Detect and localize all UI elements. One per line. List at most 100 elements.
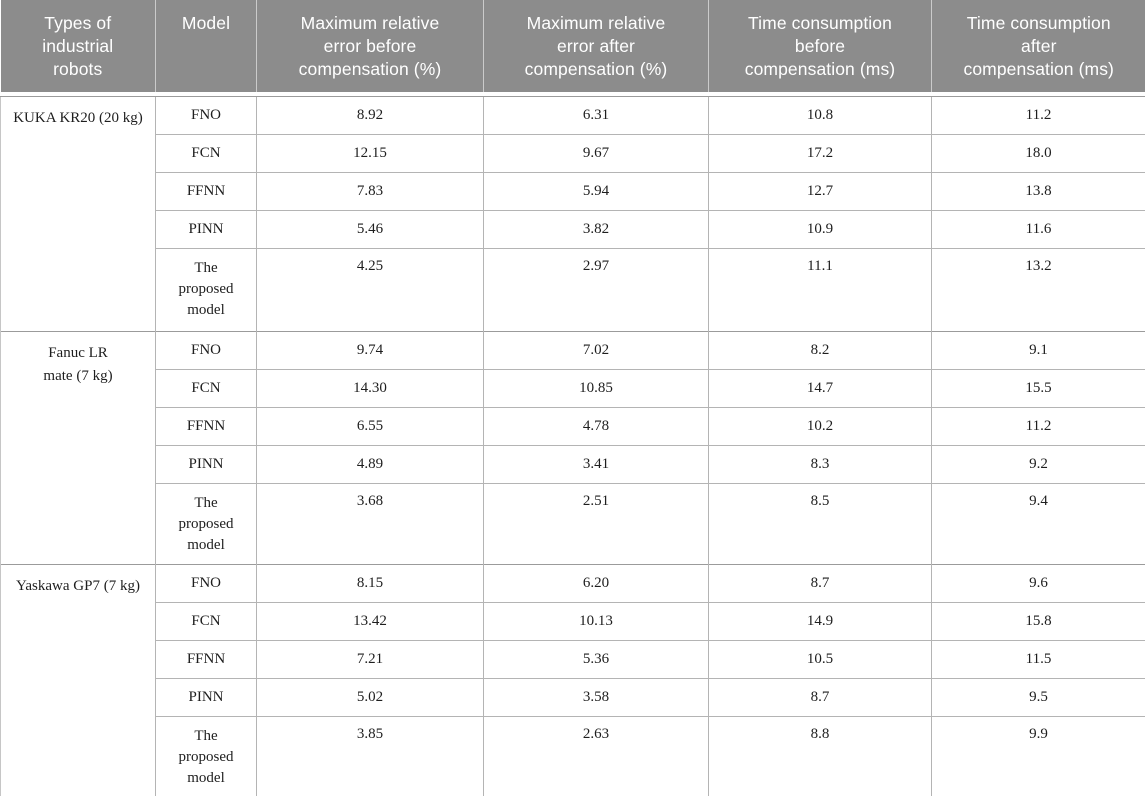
value-cell: 15.8 [931,601,1145,640]
header-body-gap [0,92,1145,96]
value-cell: 14.9 [708,601,932,640]
model-cell: FFNN [155,406,257,445]
value-cell: 15.5 [931,368,1145,407]
model-cell: PINN [155,444,257,483]
value-cell: 18.0 [931,133,1145,172]
value-cell: 9.2 [931,444,1145,483]
value-cell: 8.7 [708,563,932,602]
table-row: PINN 5.02 3.58 8.7 9.5 [1,677,1145,716]
table-row: PINN 5.46 3.82 10.9 11.6 [1,209,1145,248]
robot-type-cell: Yaskawa GP7 (7 kg) [0,563,156,796]
value-cell: 9.74 [256,330,484,369]
value-cell: 8.8 [708,715,932,796]
model-cell: FCN [155,601,257,640]
value-cell: 8.2 [708,330,932,369]
value-cell: 2.63 [483,715,709,796]
model-cell: FFNN [155,639,257,678]
value-cell: 12.7 [708,171,932,210]
value-cell: 9.9 [931,715,1145,796]
table-row: PINN 4.89 3.41 8.3 9.2 [1,444,1145,483]
value-cell: 4.25 [256,247,484,331]
value-cell: 9.4 [931,482,1145,564]
robot-type-cell: Fanuc LR mate (7 kg) [0,330,156,564]
value-cell: 13.8 [931,171,1145,210]
table-body: KUKA KR20 (20 kg) FNO 8.92 6.31 10.8 11.… [0,92,1145,796]
value-cell: 17.2 [708,133,932,172]
model-cell: FCN [155,368,257,407]
value-cell: 9.1 [931,330,1145,369]
value-cell: 9.6 [931,563,1145,602]
value-cell: 13.42 [256,601,484,640]
value-cell: 11.5 [931,639,1145,678]
table-row: FFNN 7.21 5.36 10.5 11.5 [1,639,1145,678]
model-cell: FNO [155,563,257,602]
value-cell: 10.13 [483,601,709,640]
table-row: The proposed model 4.25 2.97 11.1 13.2 [1,247,1145,331]
value-cell: 11.2 [931,406,1145,445]
value-cell: 8.7 [708,677,932,716]
value-cell: 5.94 [483,171,709,210]
model-cell: PINN [155,677,257,716]
col-header-error-after: Maximum relative error after compensatio… [483,0,709,92]
header-row: Types of industrial robots Model Maximum… [0,0,1145,92]
model-cell: PINN [155,209,257,248]
value-cell: 10.5 [708,639,932,678]
table-header: Types of industrial robots Model Maximum… [0,0,1145,92]
value-cell: 14.7 [708,368,932,407]
value-cell: 5.36 [483,639,709,678]
table-row: FCN 12.15 9.67 17.2 18.0 [1,133,1145,172]
value-cell: 3.41 [483,444,709,483]
model-cell: FFNN [155,171,257,210]
value-cell: 5.02 [256,677,484,716]
value-cell: 11.2 [931,95,1145,134]
value-cell: 3.68 [256,482,484,564]
table-row: FFNN 6.55 4.78 10.2 11.2 [1,406,1145,445]
value-cell: 7.21 [256,639,484,678]
value-cell: 7.02 [483,330,709,369]
gap-cell [0,92,1145,96]
model-label: The proposed model [178,494,234,553]
col-header-robot-types: Types of industrial robots [0,0,156,92]
value-cell: 8.5 [708,482,932,564]
value-cell: 8.3 [708,444,932,483]
value-cell: 4.89 [256,444,484,483]
value-cell: 9.5 [931,677,1145,716]
col-header-model: Model [155,0,257,92]
col-header-time-before: Time consumption before compensation (ms… [708,0,932,92]
value-cell: 3.85 [256,715,484,796]
value-cell: 12.15 [256,133,484,172]
value-cell: 6.31 [483,95,709,134]
table-row: Fanuc LR mate (7 kg) FNO 9.74 7.02 8.2 9… [0,330,1145,564]
value-cell: 6.20 [483,563,709,602]
value-cell: 3.58 [483,677,709,716]
robot-type-cell: KUKA KR20 (20 kg) [0,95,156,331]
value-cell: 11.6 [931,209,1145,248]
table-row: FCN 13.42 10.13 14.9 15.8 [1,601,1145,640]
table-row: FFNN 7.83 5.94 12.7 13.8 [1,171,1145,210]
model-cell: FNO [155,330,257,369]
value-cell: 9.67 [483,133,709,172]
table-row: The proposed model 3.85 2.63 8.8 9.9 [1,715,1145,796]
model-label: The proposed model [178,259,234,318]
table-row: FCN 14.30 10.85 14.7 15.5 [1,368,1145,407]
value-cell: 8.15 [256,563,484,602]
value-cell: 8.92 [256,95,484,134]
model-cell: The proposed model [155,482,257,564]
model-cell: The proposed model [155,247,257,331]
model-label: The proposed model [178,727,234,786]
value-cell: 10.8 [708,95,932,134]
model-cell: FNO [155,95,257,134]
value-cell: 2.51 [483,482,709,564]
value-cell: 4.78 [483,406,709,445]
table-row: KUKA KR20 (20 kg) FNO 8.92 6.31 10.8 11.… [0,95,1145,331]
col-header-error-before: Maximum relative error before compensati… [256,0,484,92]
model-cell: The proposed model [155,715,257,796]
value-cell: 3.82 [483,209,709,248]
value-cell: 2.97 [483,247,709,331]
table-row: Yaskawa GP7 (7 kg) FNO 8.15 6.20 8.7 9.6 [0,563,1145,796]
value-cell: 11.1 [708,247,932,331]
value-cell: 6.55 [256,406,484,445]
table-row: The proposed model 3.68 2.51 8.5 9.4 [1,482,1145,564]
